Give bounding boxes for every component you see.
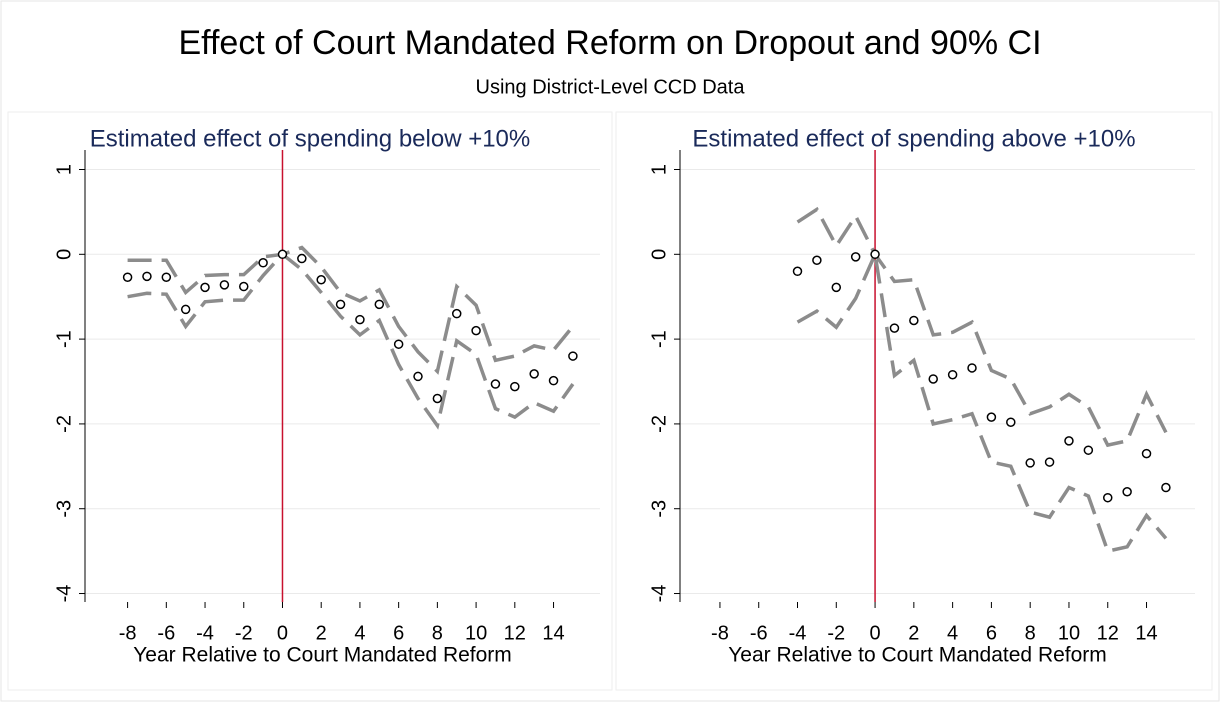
x-tick-label: 0 bbox=[277, 622, 288, 644]
point bbox=[355, 314, 365, 325]
point bbox=[1064, 436, 1074, 446]
x-tick-label: -6 bbox=[157, 622, 175, 644]
point bbox=[510, 381, 520, 392]
point bbox=[548, 375, 559, 386]
y-tick-label: 1 bbox=[53, 164, 75, 175]
x-tick-label: 10 bbox=[465, 622, 487, 644]
x-tick-label: 6 bbox=[986, 622, 997, 644]
point bbox=[451, 308, 462, 319]
x-tick-label: -6 bbox=[750, 622, 768, 644]
point bbox=[947, 369, 958, 380]
point bbox=[928, 374, 938, 384]
point bbox=[568, 351, 578, 361]
x-tick-label: 8 bbox=[432, 622, 443, 644]
point bbox=[277, 249, 288, 260]
x-tick-label: 10 bbox=[1058, 622, 1080, 644]
point bbox=[1161, 482, 1171, 493]
x-tick-label: 14 bbox=[542, 622, 564, 644]
point bbox=[142, 271, 152, 282]
x-axis-label: Year Relative to Court Mandated Reform bbox=[133, 644, 512, 667]
x-tick-label: 2 bbox=[908, 622, 919, 644]
panel-title: Estimated effect of spending below +10% bbox=[90, 125, 531, 152]
x-tick-label: 2 bbox=[316, 622, 327, 644]
point bbox=[1083, 445, 1094, 455]
point bbox=[1006, 417, 1016, 427]
y-tick-label: 0 bbox=[53, 249, 75, 260]
point bbox=[1044, 457, 1055, 467]
point bbox=[1141, 448, 1152, 459]
y-tick-label: -3 bbox=[648, 500, 670, 518]
y-tick-label: -4 bbox=[53, 585, 75, 603]
x-tick-label: 14 bbox=[1135, 622, 1157, 644]
panel-title: Estimated effect of spending above +10% bbox=[692, 125, 1135, 152]
point bbox=[889, 323, 900, 333]
y-tick-label: -1 bbox=[648, 330, 670, 348]
chart-subtitle: Using District-Level CCD Data bbox=[476, 76, 746, 98]
ci-line bbox=[127, 251, 575, 430]
point bbox=[909, 315, 919, 326]
point bbox=[122, 272, 133, 282]
point bbox=[1025, 458, 1035, 468]
y-tick-label: -2 bbox=[53, 415, 75, 433]
point bbox=[1122, 487, 1132, 497]
y-tick-label: -4 bbox=[648, 585, 670, 603]
x-tick-label: 12 bbox=[504, 622, 526, 644]
x-tick-label: 6 bbox=[393, 622, 404, 644]
point bbox=[335, 299, 346, 310]
x-tick-label: -4 bbox=[196, 622, 214, 644]
x-tick-label: 0 bbox=[870, 622, 881, 644]
point bbox=[200, 282, 210, 293]
point bbox=[258, 258, 268, 268]
point bbox=[413, 371, 423, 382]
x-tick-label: 12 bbox=[1097, 622, 1119, 644]
x-tick-label: -2 bbox=[827, 622, 845, 644]
ci-line bbox=[796, 206, 1168, 448]
point bbox=[812, 255, 822, 265]
panel-border bbox=[7, 111, 613, 691]
point bbox=[1102, 492, 1113, 503]
point bbox=[393, 339, 404, 349]
point bbox=[374, 299, 385, 310]
y-tick-label: -1 bbox=[53, 330, 75, 348]
x-tick-label: 4 bbox=[947, 622, 958, 644]
y-tick-label: -2 bbox=[648, 415, 670, 433]
point bbox=[529, 369, 539, 379]
point bbox=[850, 252, 861, 262]
point bbox=[161, 272, 172, 282]
x-axis-label: Year Relative to Court Mandated Reform bbox=[728, 644, 1107, 667]
point bbox=[432, 393, 443, 404]
point bbox=[180, 304, 191, 315]
point bbox=[870, 249, 880, 260]
y-tick-label: 0 bbox=[648, 249, 670, 260]
point bbox=[471, 325, 481, 336]
y-tick-label: 1 bbox=[648, 164, 670, 175]
point bbox=[239, 281, 249, 292]
x-tick-label: -4 bbox=[789, 622, 807, 644]
point bbox=[490, 379, 501, 389]
x-tick-label: -8 bbox=[119, 622, 137, 644]
ci-line bbox=[796, 248, 1168, 554]
point bbox=[967, 363, 977, 373]
x-tick-label: 8 bbox=[1025, 622, 1036, 644]
point bbox=[297, 253, 307, 264]
point bbox=[831, 282, 842, 293]
x-tick-label: -8 bbox=[711, 622, 729, 644]
x-tick-label: -2 bbox=[235, 622, 253, 644]
ci-line bbox=[127, 245, 575, 375]
point bbox=[792, 266, 803, 277]
point bbox=[316, 274, 326, 285]
point bbox=[986, 412, 997, 422]
x-tick-label: 4 bbox=[354, 622, 365, 644]
panel-border bbox=[615, 111, 1213, 691]
point bbox=[219, 280, 230, 290]
y-tick-label: -3 bbox=[53, 500, 75, 518]
chart-title: Effect of Court Mandated Reform on Dropo… bbox=[178, 24, 1041, 62]
